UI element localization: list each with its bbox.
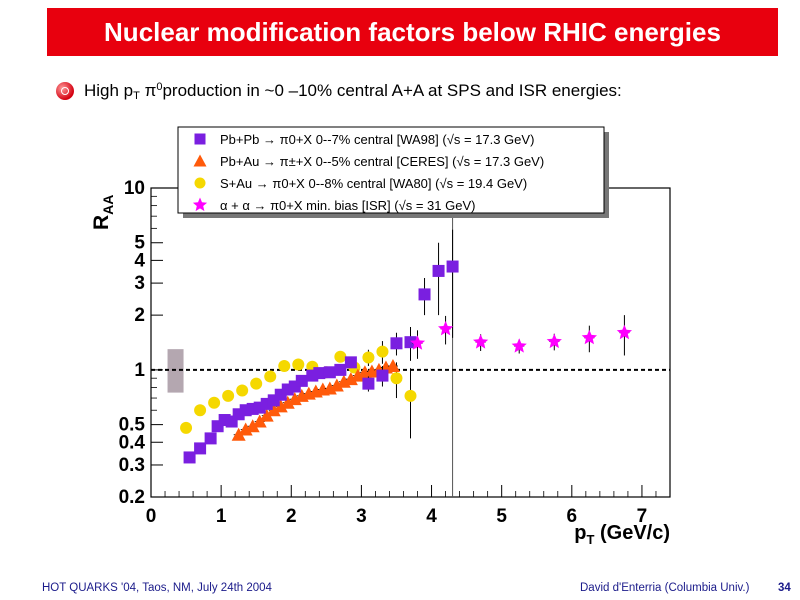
data-point-circle (180, 421, 193, 434)
bullet-icon (56, 82, 74, 100)
x-tick-label: 1 (216, 506, 227, 527)
data-point-triangle (385, 359, 400, 373)
data-point-square (362, 377, 375, 390)
legend-marker-circle (194, 177, 206, 189)
legend-marker-star (192, 197, 208, 212)
y-tick-label: 4 (134, 250, 145, 271)
data-point-circle (250, 377, 263, 390)
data-point-circle (404, 389, 417, 402)
data-point-circle (278, 360, 291, 373)
y-tick-label: 3 (134, 273, 145, 294)
legend: Pb+Pb → π0+X 0--7% central [WA98] (√s = … (177, 126, 609, 218)
x-tick-label: 6 (567, 506, 578, 527)
data-point-star (616, 324, 632, 340)
y-tick-label: 1 (134, 360, 145, 381)
data-point-star (511, 338, 527, 353)
x-tick-label: 7 (637, 506, 648, 527)
data-point-triangle (329, 378, 344, 392)
data-point-square (323, 366, 336, 379)
legend-entry: Pb+Pb → π0+X 0--7% central [WA98] (√s = … (220, 132, 534, 147)
data-point-circle (376, 345, 389, 358)
data-point-triangle (280, 395, 295, 409)
data-point-star (473, 334, 489, 349)
y-tick-label: 0.5 (119, 415, 146, 436)
data-point-triangle (287, 392, 302, 406)
bullet-text: High pT π0production in ~0 –10% central … (84, 80, 622, 102)
x-tick-label: 3 (356, 506, 367, 527)
legend-entry: Pb+Au → π±+X 0--5% central [CERES] (√s =… (220, 154, 544, 169)
x-tick-label: 0 (146, 506, 157, 527)
data-point-star (409, 335, 426, 350)
slide-title-bar: Nuclear modification factors below RHIC … (47, 8, 778, 56)
y-tick-label: 2 (134, 305, 145, 326)
x-tick-label: 2 (286, 506, 297, 527)
data-point-square (446, 260, 459, 273)
data-point-circle (390, 372, 403, 385)
footer-author: David d'Enterria (Columbia Univ.) (580, 582, 750, 594)
data-point-star (581, 329, 597, 345)
data-point-square (313, 367, 326, 380)
bullet-line: High pT π0production in ~0 –10% central … (56, 74, 622, 108)
x-tick-label: 5 (496, 506, 507, 527)
data-point-triangle (273, 399, 288, 413)
y-tick-label: 0.4 (119, 432, 146, 453)
data-point-square (295, 374, 308, 387)
data-point-triangle (231, 427, 246, 441)
legend-entry: α + α → π0+X min. bias [ISR] (√s = 31 Ge… (220, 198, 475, 213)
data-point-triangle (343, 372, 358, 386)
data-point-square (404, 336, 417, 349)
slide-title: Nuclear modification factors below RHIC … (104, 16, 721, 47)
data-point-circle (362, 351, 375, 364)
y-tick-label: 5 (134, 233, 145, 254)
data-point-circle (334, 350, 347, 363)
data-point-triangle (350, 368, 365, 382)
data-point-square (183, 451, 196, 464)
data-point-circle (292, 358, 305, 371)
y-tick-label: 0.2 (119, 487, 145, 508)
legend-marker-square (194, 133, 206, 145)
data-point-square (204, 432, 217, 445)
data-point-triangle (266, 403, 281, 417)
x-tick-label: 4 (426, 506, 437, 527)
page-number: 34 (778, 582, 791, 594)
data-point-circle (236, 384, 249, 397)
data-point-square (432, 264, 445, 277)
y-axis-label: RAA (90, 195, 116, 230)
y-tick-label: 0.3 (119, 455, 145, 476)
data-point-square (334, 363, 347, 376)
data-point-triangle (259, 408, 274, 422)
data-point-circle (222, 389, 235, 402)
data-point-triangle (252, 414, 267, 428)
legend-marker-triangle (193, 154, 207, 167)
data-point-square (344, 356, 357, 369)
data-point-triangle (238, 422, 253, 436)
data-point-square (194, 442, 207, 455)
legend-box (177, 126, 605, 214)
x-axis-label: pT (GeV/c) (574, 522, 670, 547)
y-tick-label: 10 (124, 178, 145, 199)
data-point-square (390, 337, 403, 350)
data-point-square (418, 288, 431, 301)
legend-entry: S+Au → π0+X 0--8% central [WA80] (√s = 1… (220, 176, 527, 191)
data-point-circle (208, 396, 221, 409)
data-point-star (438, 320, 454, 336)
data-point-square (376, 369, 389, 382)
data-point-circle (264, 370, 277, 383)
data-point-circle (194, 404, 207, 417)
data-point-star (546, 333, 562, 349)
footer-conference: HOT QUARKS '04, Taos, NM, July 24th 2004 (42, 582, 272, 594)
data-point-triangle (245, 419, 260, 433)
